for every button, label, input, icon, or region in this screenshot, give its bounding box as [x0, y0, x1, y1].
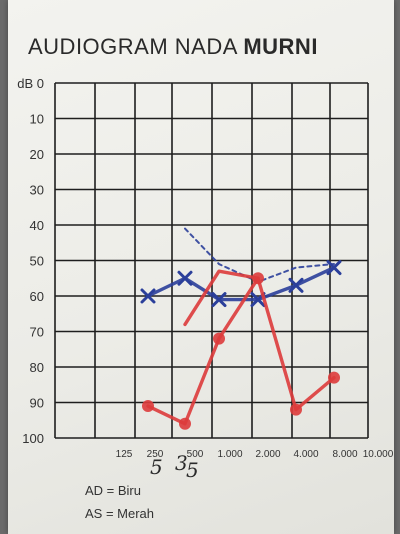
series-point-x — [211, 292, 227, 308]
y-tick-label: 10 — [30, 112, 44, 127]
y-tick-label: 50 — [30, 254, 44, 269]
y-tick-label: 90 — [30, 396, 44, 411]
series-point-x — [326, 260, 342, 276]
y-tick-label: 60 — [30, 289, 44, 304]
series-point-x — [288, 277, 304, 293]
chart-title-main: AUDIOGRAM NADA — [28, 34, 237, 59]
handwritten-note: 5 — [186, 458, 199, 482]
y-tick-label: 70 — [30, 325, 44, 340]
legend-ad: AD = Biru — [85, 483, 141, 498]
series-point-x — [140, 288, 156, 304]
x-tick-label: 1.000 — [217, 449, 242, 460]
x-tick-label: 250 — [147, 449, 164, 460]
series-point-x — [177, 270, 193, 286]
x-tick-label: 2.000 — [255, 449, 280, 460]
chart-title-emphasis: MURNI — [243, 34, 318, 59]
y-tick-label: 30 — [30, 183, 44, 198]
y-tick-label: 100 — [22, 431, 44, 446]
series-line — [146, 276, 336, 426]
series-line — [183, 269, 260, 327]
x-tick-label: 8.000 — [332, 449, 357, 460]
x-tick-label: 125 — [116, 449, 133, 460]
series-point-o — [179, 417, 191, 430]
y-tick-label: 80 — [30, 360, 44, 375]
x-tick-label: 500 — [187, 449, 204, 460]
y-tick-label: 20 — [30, 147, 44, 162]
chart-title: AUDIOGRAM NADA MURNI — [28, 34, 388, 60]
handwritten-note: 5 — [150, 455, 163, 479]
handwritten-note: 3 — [175, 451, 188, 475]
y-tick-label: dB 0 — [17, 76, 44, 91]
x-tick-label: 10.000 — [363, 449, 394, 460]
y-tick-label: 40 — [30, 218, 44, 233]
series-line — [146, 265, 336, 302]
x-tick-label: 4.000 — [293, 449, 318, 460]
series-point-o — [290, 403, 302, 416]
series-point-o — [213, 332, 225, 345]
series-point-o — [142, 400, 154, 413]
legend-as: AS = Merah — [85, 506, 155, 521]
series-point-o — [328, 371, 340, 384]
